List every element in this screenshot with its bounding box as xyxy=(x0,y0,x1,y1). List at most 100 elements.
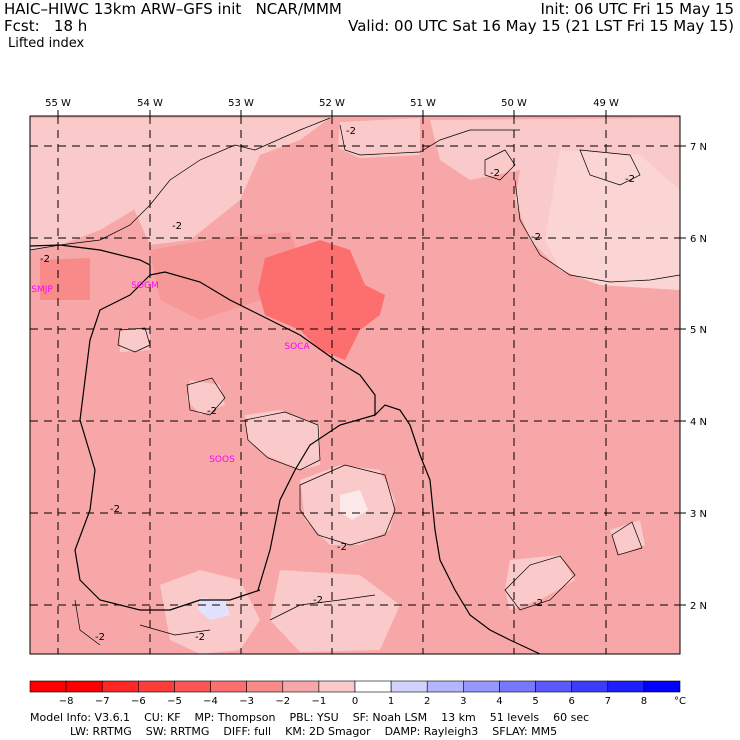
lon-label-49: 49 W xyxy=(593,98,619,109)
shade-c3 xyxy=(120,330,150,352)
field-name: Lifted index xyxy=(8,36,85,51)
lat-label-4: 4 N xyxy=(690,417,707,428)
colorbar-tick-label: 0 xyxy=(352,696,358,707)
contour-14 xyxy=(74,599,101,646)
colorbar-swatch xyxy=(535,680,572,693)
lon-label-55: 55 W xyxy=(45,98,71,109)
shade-c1 xyxy=(245,410,320,470)
shade-white-1 xyxy=(340,490,368,520)
shade-w2 xyxy=(150,232,300,320)
colorbar-swatch xyxy=(354,680,392,693)
station-label-soca: SOCA xyxy=(284,342,310,352)
shade-ne2 xyxy=(545,150,680,290)
colorbar-tick-label: −7 xyxy=(95,696,110,707)
shade-se2 xyxy=(610,520,645,555)
contour-label: -2 xyxy=(625,174,635,185)
colorbar-tick-label: 6 xyxy=(568,696,574,707)
tick-marks xyxy=(57,110,686,606)
contours xyxy=(29,117,681,646)
lon-label-50: 50 W xyxy=(501,98,527,109)
map-frame xyxy=(29,115,681,655)
contour-label: -2 xyxy=(95,632,105,643)
model-info-item: SF: Noah LSM xyxy=(352,711,428,724)
colorbar-tick-label: 3 xyxy=(460,696,466,707)
model-info-line-1: Model Info: V3.6.1 CU: KF MP: Thompson PBL:… xyxy=(30,711,589,724)
colorbar-tick-label: 1 xyxy=(388,696,394,707)
colorbar-swatch xyxy=(246,680,284,693)
colorbar-tick-label: −2 xyxy=(275,696,290,707)
contour-8 xyxy=(244,411,321,471)
colorbar-swatch xyxy=(571,680,609,693)
model-info-item: CU: KF xyxy=(144,711,181,724)
contour-label: -2 xyxy=(207,406,217,417)
contour-label: -2 xyxy=(490,168,500,179)
shade-dark-1 xyxy=(258,240,385,360)
contour-6 xyxy=(117,327,151,353)
colorbar-swatch xyxy=(318,680,356,693)
colorbar-tick-label: −6 xyxy=(131,696,146,707)
shade-n xyxy=(130,118,330,245)
colorbar-tick-label: 4 xyxy=(496,696,502,707)
model-info-item: 51 levels xyxy=(489,711,540,724)
contour-label: -2 xyxy=(346,126,356,137)
shade-s xyxy=(270,570,400,652)
colorbar xyxy=(29,680,681,693)
forecast-hour: Fcst: 18 h xyxy=(4,17,88,35)
colorbar-swatch xyxy=(29,680,67,693)
contour-4 xyxy=(579,149,641,186)
lat-label-7: 7 N xyxy=(690,142,707,153)
colorbar-swatch xyxy=(282,680,320,693)
colorbar-swatch xyxy=(643,680,681,693)
model-info-line-2: LW: RRTMG SW: RRTMG DIFF: full KM: 2D Smago… xyxy=(70,725,557,738)
contour-7 xyxy=(186,377,226,416)
contour-10 xyxy=(504,555,576,611)
colorbar-swatch xyxy=(210,680,247,693)
lat-label-3: 3 N xyxy=(690,509,707,520)
station-label-smjp: SMJP xyxy=(31,285,53,295)
model-info-item: 13 km xyxy=(441,711,476,724)
shade-se xyxy=(505,555,575,610)
contour-label: -2 xyxy=(172,221,182,232)
model-info-item: Model Info: V3.6.1 xyxy=(30,711,131,724)
shade-n2 xyxy=(338,118,420,158)
model-info-item: DIFF: full xyxy=(223,725,272,738)
station-label-soos: SOOS xyxy=(209,455,235,465)
contour-13 xyxy=(139,624,211,636)
lat-label-2: 2 N xyxy=(690,601,707,612)
contour-9 xyxy=(299,464,396,546)
contour-label: -2 xyxy=(195,632,205,643)
model-info-item: 60 sec xyxy=(553,711,590,724)
contour-5 xyxy=(514,179,681,283)
latlon-grid xyxy=(30,116,680,654)
lon-label-53: 53 W xyxy=(228,98,254,109)
init-time: Init: 06 UTC Fri 15 May 15 xyxy=(540,0,734,18)
lon-label-52: 52 W xyxy=(319,98,345,109)
colorbar-swatch xyxy=(138,680,175,693)
model-info-item: SW: RRTMG xyxy=(145,725,210,738)
contour-label: -2 xyxy=(110,504,120,515)
contour-label: -2 xyxy=(313,595,323,606)
valid-time: Valid: 00 UTC Sat 16 May 15 (21 LST Fri … xyxy=(348,17,734,35)
dark-shading xyxy=(258,240,385,360)
contour-12 xyxy=(269,594,376,621)
coastline-line xyxy=(29,244,541,655)
medium-shading xyxy=(40,232,300,320)
colorbar-swatch xyxy=(174,680,211,693)
model-title: HAIC–HIWC 13km ARW–GFS init NCAR/MMM xyxy=(4,0,342,18)
light-shading xyxy=(30,118,680,654)
contour-1 xyxy=(29,117,331,251)
border-line-east xyxy=(257,414,376,591)
contour-2 xyxy=(339,124,520,156)
lat-label-6: 6 N xyxy=(690,234,707,245)
near-zero-shading xyxy=(340,490,368,520)
contour-label: -2 xyxy=(531,232,541,243)
colorbar-swatch xyxy=(65,680,103,693)
colorbar-tick-label: −5 xyxy=(167,696,182,707)
colorbar-unit: °C xyxy=(674,696,686,707)
model-info-item: SFLAY: MM5 xyxy=(492,725,558,738)
colorbar-tick-label: −4 xyxy=(203,696,218,707)
contour-label: -2 xyxy=(40,254,50,265)
model-info-item: PBL: YSU xyxy=(289,711,339,724)
contour-3 xyxy=(484,149,516,181)
colorbar-tick-label: −8 xyxy=(59,696,74,707)
